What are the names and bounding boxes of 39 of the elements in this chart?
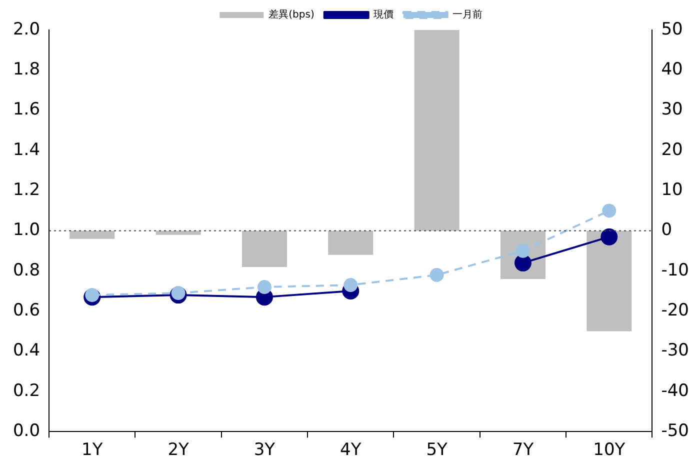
y2-tick-label: 40 bbox=[661, 60, 683, 80]
y-tick-label: 0.8 bbox=[12, 260, 40, 280]
point bbox=[344, 278, 358, 292]
legend-label: 現價 bbox=[373, 10, 394, 21]
point bbox=[85, 288, 100, 302]
point bbox=[171, 286, 186, 300]
y2-tick-label: -10 bbox=[661, 260, 690, 280]
y2-tick-label: -30 bbox=[661, 340, 690, 361]
y-tick-label: 1.6 bbox=[12, 100, 40, 120]
y2-tick-label: 50 bbox=[661, 19, 683, 40]
y-tick-label: 0.4 bbox=[12, 340, 40, 361]
y-tick-label: 0.6 bbox=[12, 300, 40, 321]
x-tick-label: 5Y bbox=[426, 440, 448, 460]
y2-tick-label: -20 bbox=[661, 300, 690, 321]
y-tick-label: 2.0 bbox=[12, 19, 40, 40]
legend-label: 差異(bps) bbox=[268, 8, 314, 21]
y-tick-label: 1.0 bbox=[12, 220, 40, 240]
y-tick-label: 0.0 bbox=[12, 421, 40, 442]
y-tick-label: 1.8 bbox=[12, 60, 40, 80]
y2-tick-label: 20 bbox=[661, 140, 683, 160]
x-tick-label: 7Y bbox=[512, 440, 534, 460]
x-tick-label: 3Y bbox=[254, 440, 276, 460]
y2-tick-label: 0 bbox=[661, 220, 672, 240]
x-tick-label: 10Y bbox=[593, 440, 626, 460]
point bbox=[430, 268, 444, 282]
x-tick-label: 2Y bbox=[168, 440, 190, 460]
y2-tick-label: 10 bbox=[661, 180, 683, 200]
point bbox=[602, 204, 616, 218]
y2-tick-label: -40 bbox=[661, 380, 690, 401]
y2-tick-label: -50 bbox=[661, 421, 690, 442]
y2-tick-label: 30 bbox=[661, 100, 683, 120]
x-tick-label: 4Y bbox=[340, 440, 362, 460]
y-tick-label: 1.4 bbox=[12, 140, 40, 160]
point bbox=[600, 228, 618, 246]
y-tick-label: 1.2 bbox=[12, 180, 40, 200]
point bbox=[257, 280, 272, 294]
y-tick-label: 0.2 bbox=[12, 380, 40, 401]
legend-label: 一月前 bbox=[452, 8, 482, 21]
x-tick-label: 1Y bbox=[82, 440, 104, 460]
